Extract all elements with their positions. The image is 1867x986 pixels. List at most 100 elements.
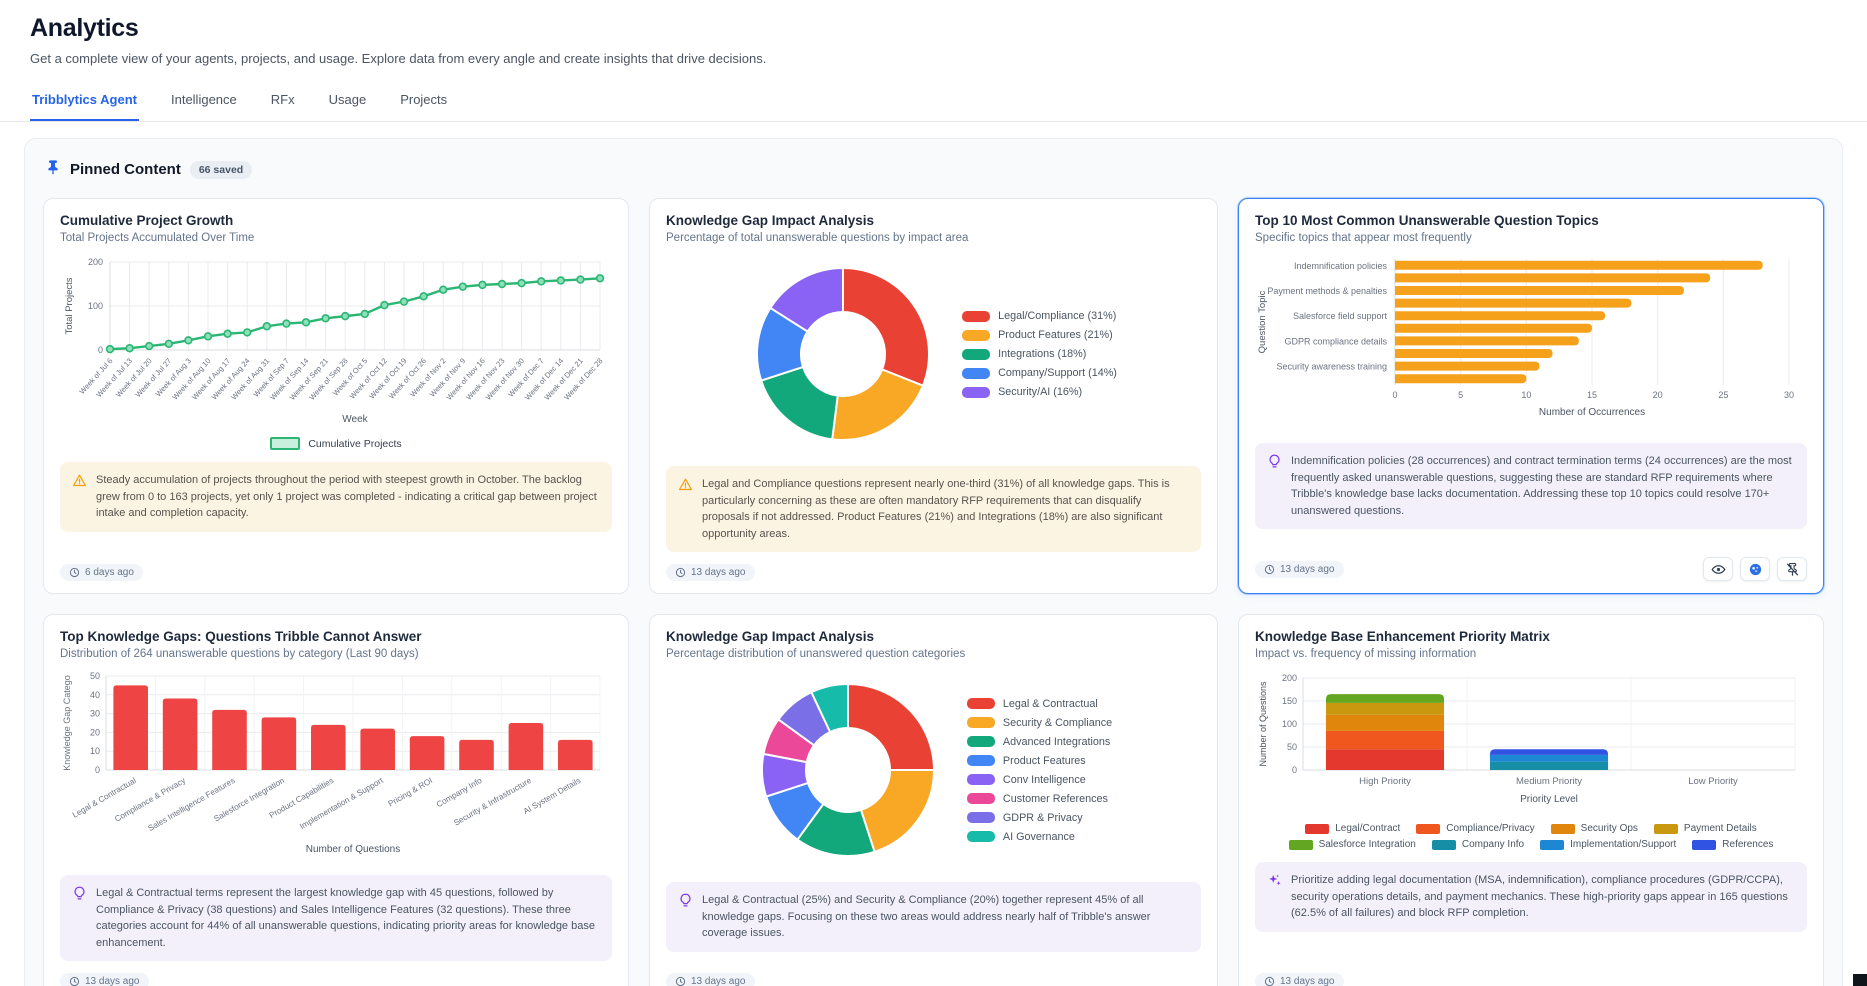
- donut-chart: Legal & Contractual Security & Compliance…: [666, 670, 1201, 870]
- clock-icon: [675, 567, 686, 578]
- svg-text:150: 150: [1282, 696, 1297, 706]
- svg-text:0: 0: [1292, 765, 1297, 775]
- card-title: Knowledge Base Enhancement Priority Matr…: [1255, 629, 1550, 644]
- legend-label: Legal & Contractual: [1002, 697, 1098, 710]
- legend-swatch: [1305, 823, 1330, 834]
- legend-swatch: [962, 367, 991, 379]
- insight-box: Legal and Compliance questions represent…: [666, 466, 1201, 552]
- svg-text:30: 30: [90, 709, 100, 719]
- insight-text: Steady accumulation of projects througho…: [96, 474, 597, 519]
- timestamp-label: 13 days ago: [1280, 976, 1335, 986]
- legend-label: Customer References: [1002, 792, 1108, 805]
- clock-icon: [1264, 976, 1275, 986]
- legend-label: Company/Support (14%): [998, 367, 1117, 379]
- pushpin-icon: [45, 159, 61, 180]
- legend-swatch: [962, 310, 991, 322]
- insight-box: Legal & Contractual (25%) and Security &…: [666, 882, 1201, 952]
- legend-swatch: [1653, 823, 1678, 834]
- pinned-content-header: Pinned Content 66 saved: [43, 155, 1824, 184]
- svg-text:Indemnification policies: Indemnification policies: [1294, 261, 1388, 271]
- card-subtitle: Impact vs. frequency of missing informat…: [1255, 648, 1477, 660]
- svg-text:GDPR compliance details: GDPR compliance details: [1284, 336, 1387, 346]
- card-top-knowledge-gaps[interactable]: Top Knowledge Gaps: Questions Tribble Ca…: [43, 614, 629, 986]
- card-knowledge-gap-impact-analysis-distribution[interactable]: Knowledge Gap Impact Analysis Percentage…: [649, 614, 1218, 986]
- legend-swatch: [966, 831, 995, 842]
- legend-swatch: [966, 717, 995, 728]
- clock-icon: [69, 567, 80, 578]
- legend-item: GDPR & Privacy: [966, 812, 1112, 824]
- svg-text:Low Priority: Low Priority: [1688, 776, 1738, 787]
- tab-rfx[interactable]: RFx: [270, 92, 295, 107]
- timestamp-label: 13 days ago: [85, 976, 140, 986]
- svg-text:Medium Priority: Medium Priority: [1516, 776, 1582, 787]
- view-button[interactable]: [1703, 557, 1733, 581]
- legend-swatch: [966, 736, 995, 747]
- insight-text: Legal & Contractual (25%) and Security &…: [702, 894, 1151, 939]
- legend-label: Cumulative Projects: [308, 437, 402, 450]
- legend-swatch: [270, 437, 301, 450]
- pinned-cards-grid: Cumulative Project Growth Total Projects…: [43, 198, 1824, 986]
- timestamp-pill: 13 days ago: [1255, 973, 1344, 986]
- svg-text:20: 20: [1653, 390, 1663, 400]
- svg-text:200: 200: [88, 257, 103, 267]
- legend-label: Conv Intelligence: [1002, 773, 1086, 786]
- line-chart: 0 100 200 Total Projects Week of Jul 6 Week o…: [60, 254, 612, 450]
- svg-text:Priority Level: Priority Level: [1520, 794, 1578, 805]
- tab-projects[interactable]: Projects: [400, 92, 448, 107]
- page-title: Analytics: [30, 14, 139, 42]
- insight-box: Legal & Contractual terms represent the …: [60, 875, 612, 961]
- tab-intelligence[interactable]: Intelligence: [170, 92, 237, 107]
- chart-legend: Legal/Compliance (31%) Product Features (…: [962, 307, 1117, 402]
- clock-icon: [675, 976, 686, 986]
- timestamp-pill: 13 days ago: [666, 973, 755, 986]
- card-top-unanswerable-question-topics[interactable]: Top 10 Most Common Unanswerable Question…: [1238, 198, 1824, 594]
- svg-text:40: 40: [90, 690, 100, 700]
- warning-icon: [72, 473, 87, 522]
- chart-legend: Legal & Contractual Security & Compliance…: [966, 694, 1112, 846]
- legend-swatch: [966, 812, 995, 823]
- page-subtitle: Get a complete view of your agents, proj…: [30, 51, 767, 66]
- legend-swatch: [966, 793, 995, 804]
- legend-label: Salesforce Integration: [1318, 839, 1416, 850]
- card-cumulative-project-growth[interactable]: Cumulative Project Growth Total Projects…: [43, 198, 629, 594]
- unpin-button[interactable]: [1777, 557, 1807, 581]
- legend-item: Customer References: [966, 792, 1112, 805]
- legend-item: Security Ops: [1550, 823, 1638, 834]
- clock-icon: [1264, 564, 1275, 574]
- svg-text:50: 50: [90, 671, 100, 681]
- lightbulb-icon: [678, 893, 693, 942]
- tab-bar: Tribblytics Agent Intelligence RFx Usage…: [0, 84, 1867, 122]
- svg-text:Number of Questions: Number of Questions: [306, 844, 401, 855]
- view-insights-button[interactable]: [1740, 557, 1770, 581]
- timestamp-label: 13 days ago: [691, 567, 746, 578]
- card-kb-enhancement-priority-matrix[interactable]: Knowledge Base Enhancement Priority Matr…: [1238, 614, 1824, 986]
- svg-text:Implementation & Support: Implementation & Support: [298, 776, 385, 831]
- donut-chart: Legal/Compliance (31%) Product Features (…: [666, 254, 1201, 454]
- timestamp-pill: 13 days ago: [1255, 560, 1344, 578]
- tab-tribblytics-agent[interactable]: Tribblytics Agent: [30, 84, 139, 121]
- screen-corner-artifact: [1853, 974, 1867, 986]
- svg-text:Security awareness training: Security awareness training: [1276, 362, 1387, 372]
- legend-item: Legal/Contract: [1305, 823, 1400, 834]
- legend-label: Product Features (21%): [998, 329, 1113, 341]
- legend-swatch: [966, 755, 995, 766]
- legend-swatch: [1540, 839, 1565, 850]
- legend-label: Company Info: [1461, 839, 1525, 850]
- horizontal-bar-chart: 0 5 10 15 20 25 30 Indemnification policies Paym…: [1255, 254, 1807, 431]
- tab-usage[interactable]: Usage: [328, 92, 367, 107]
- svg-text:15: 15: [1587, 390, 1597, 400]
- svg-text:0: 0: [95, 765, 100, 775]
- legend-item: Product Features (21%): [962, 329, 1117, 341]
- svg-text:30: 30: [1784, 390, 1794, 400]
- card-knowledge-gap-impact-analysis[interactable]: Knowledge Gap Impact Analysis Percentage…: [649, 198, 1218, 594]
- pinned-content-title: Pinned Content: [70, 161, 181, 178]
- insight-text: Legal & Contractual terms represent the …: [96, 887, 595, 949]
- legend-swatch: [1416, 823, 1441, 834]
- legend-item: Advanced Integrations: [966, 736, 1112, 748]
- legend-label: Payment Details: [1683, 823, 1757, 834]
- saved-count-badge: 66 saved: [189, 160, 253, 179]
- card-subtitle: Total Projects Accumulated Over Time: [60, 232, 255, 244]
- legend-swatch: [962, 348, 991, 360]
- legend-label: AI Governance: [1002, 830, 1075, 843]
- legend-item: Company Info: [1431, 839, 1525, 850]
